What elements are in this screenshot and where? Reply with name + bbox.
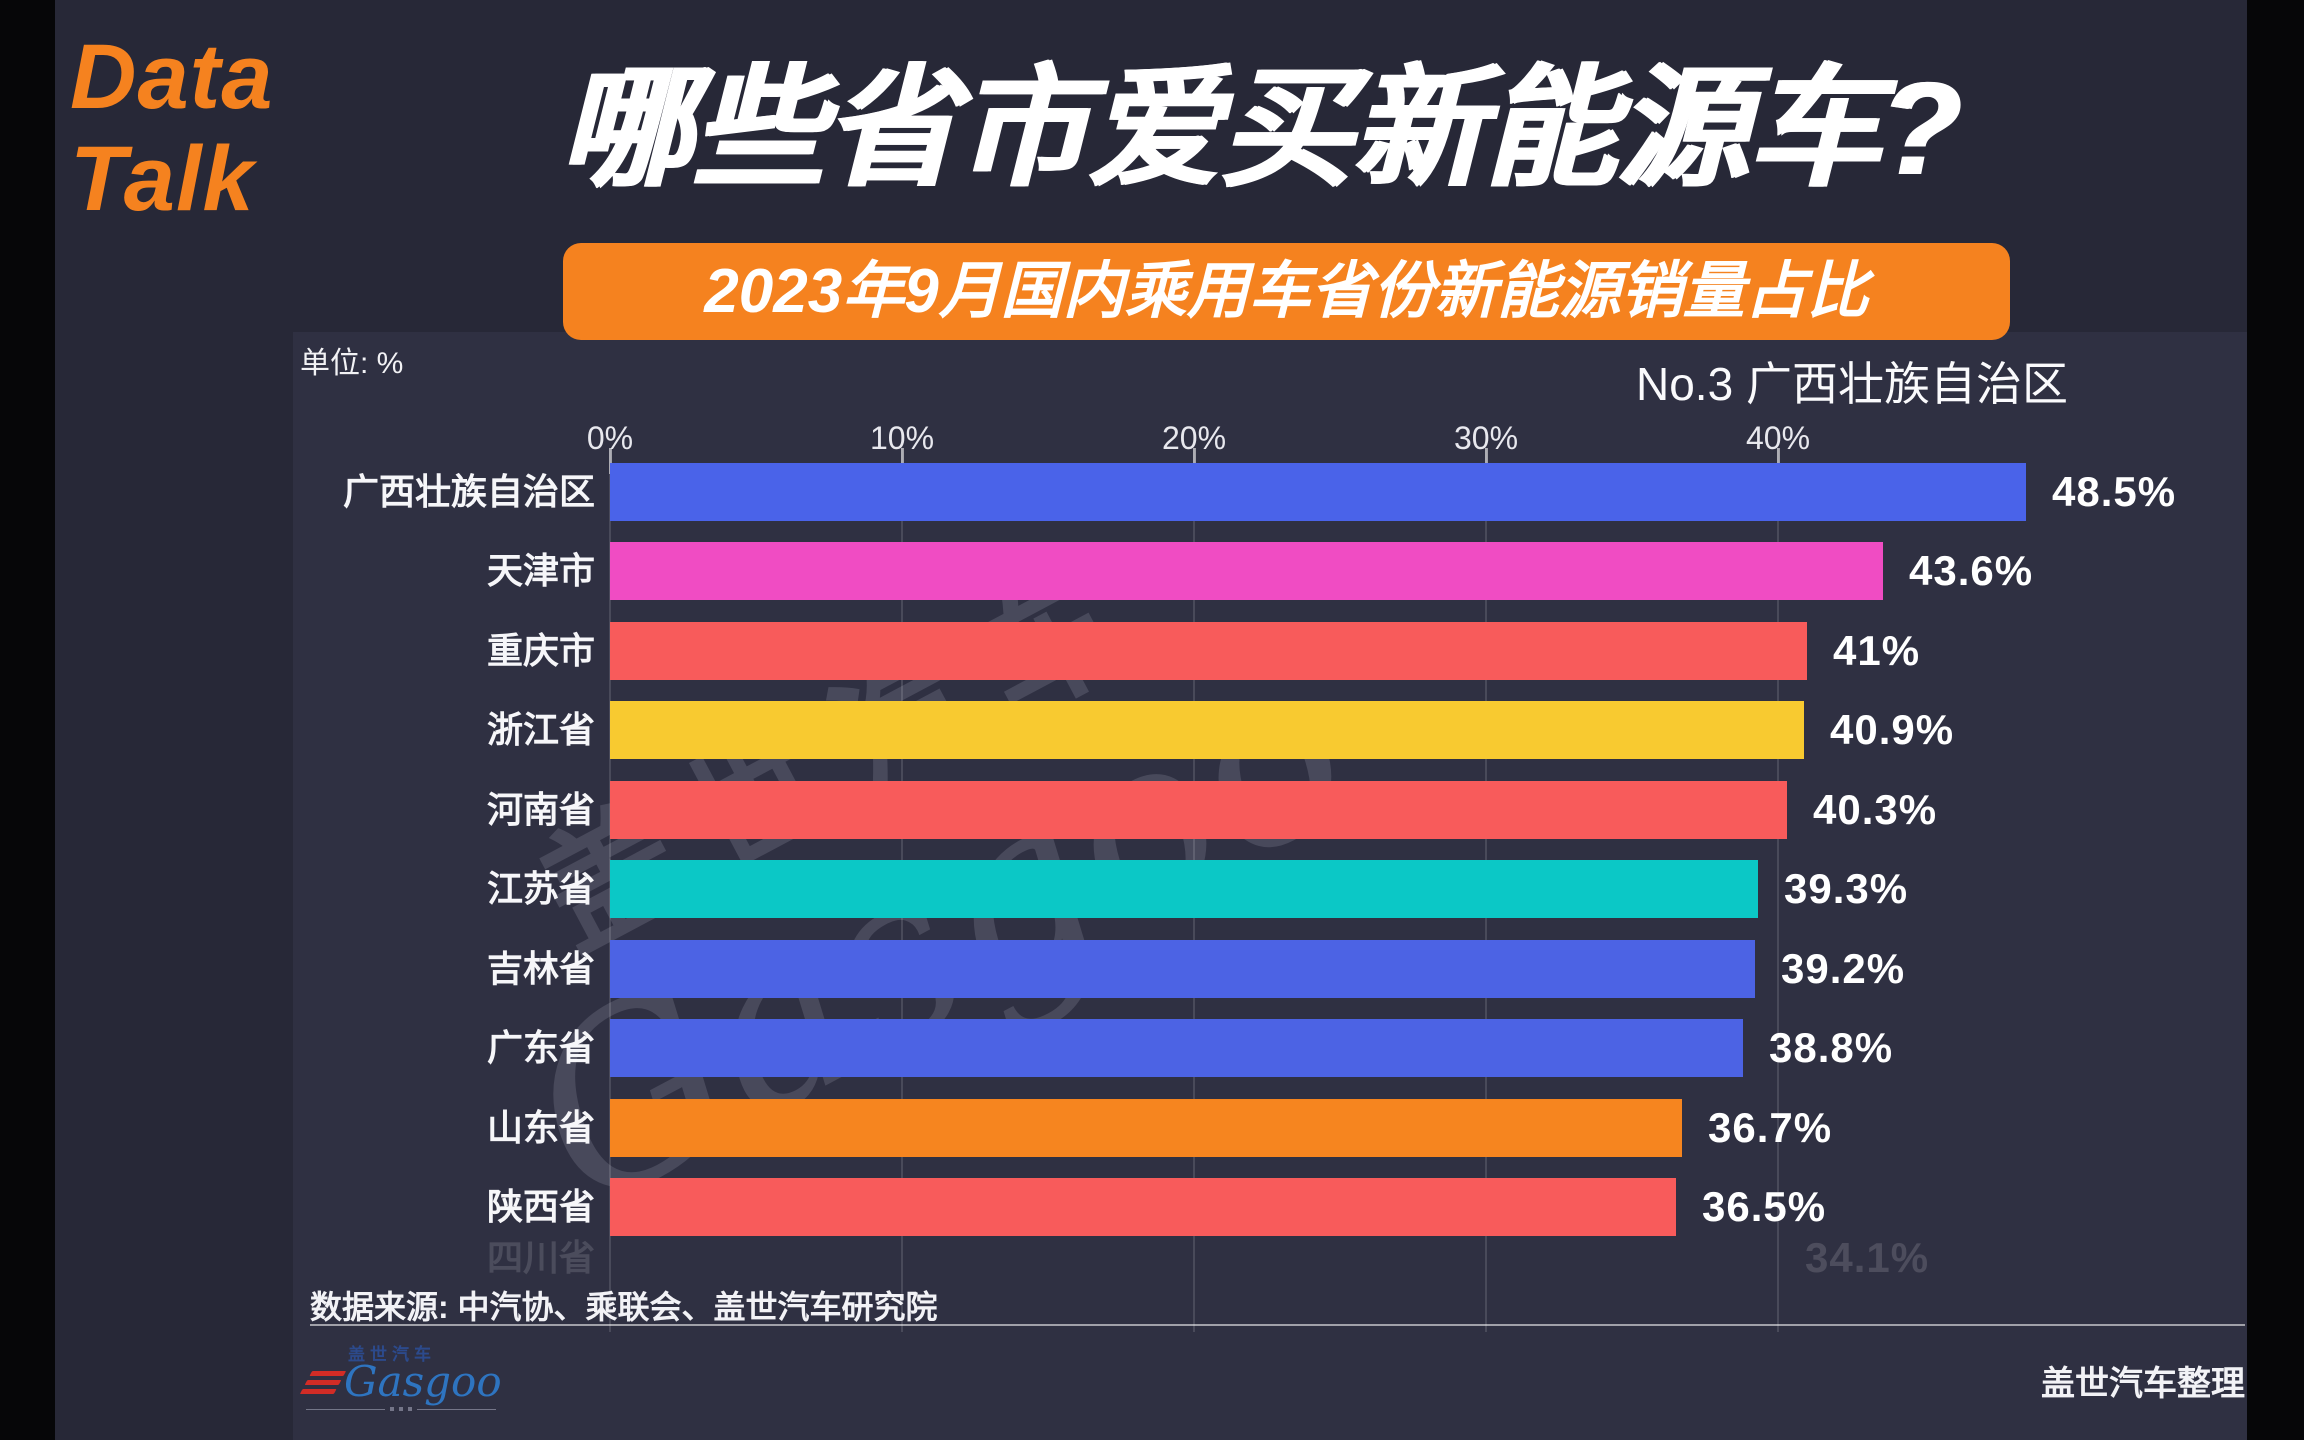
- x-tick-label: 20%: [1161, 420, 1227, 456]
- bar-value: 40.9%: [1830, 706, 1955, 754]
- rank-indicator: No.3 广西壮族自治区: [1636, 358, 2068, 410]
- gasgoo-logo-cn-text: 盖世汽车: [348, 1345, 436, 1364]
- bar-label: 天津市: [486, 550, 595, 592]
- bar-label: 广东省: [486, 1027, 595, 1069]
- x-tick-mark: [1485, 448, 1488, 474]
- datatalk-logo-line1: Data: [70, 26, 274, 128]
- gasgoo-logo: 盖世汽车 Gasgoo: [299, 1340, 502, 1411]
- gasgoo-stripes-icon: [299, 1370, 347, 1394]
- x-tick-mark: [1777, 448, 1780, 474]
- bar-value: 41%: [1833, 626, 1921, 674]
- bar: [610, 780, 1787, 839]
- bar-value: 40.3%: [1813, 785, 1938, 833]
- bar-label: 河南省: [486, 788, 595, 830]
- unit-label: 单位: %: [300, 347, 404, 380]
- bar: [610, 939, 1755, 998]
- x-tick-mark: [901, 448, 904, 474]
- bar-label: 浙江省: [486, 709, 595, 751]
- left-black-edge: [0, 0, 55, 1440]
- x-tick-mark: [609, 448, 612, 474]
- bar-value: 38.8%: [1769, 1024, 1894, 1072]
- page-title: 哪些省市爱买新能源车?: [559, 55, 1961, 202]
- bar-value: 39.3%: [1784, 865, 1909, 913]
- x-tick-label: 10%: [869, 420, 935, 456]
- x-tick-mark: [1193, 448, 1196, 474]
- credit-note: 盖世汽车整理: [2041, 1365, 2245, 1403]
- bar: [610, 1098, 1682, 1157]
- bar-label: 山东省: [486, 1106, 595, 1148]
- bar-value: 39.2%: [1781, 944, 1906, 992]
- bar: [610, 701, 1804, 760]
- bar-label: 陕西省: [486, 1186, 595, 1228]
- bar-label: 江苏省: [486, 868, 595, 910]
- bar-value: 36.5%: [1702, 1183, 1827, 1231]
- bar-value: 36.7%: [1708, 1103, 1833, 1151]
- ghost-bar-label: 四川省: [486, 1237, 595, 1278]
- source-note: 数据来源: 中汽协、乘联会、盖世汽车研究院: [310, 1289, 938, 1325]
- footer-divider: [310, 1324, 2245, 1326]
- right-black-edge: [2247, 0, 2304, 1440]
- bar-value: 48.5%: [2052, 468, 2177, 515]
- bar: [610, 463, 2026, 521]
- datatalk-logo: Data Talk: [70, 26, 273, 230]
- bar: [610, 1019, 1743, 1078]
- bar: [610, 621, 1807, 680]
- ghost-bar-value: 34.1%: [1805, 1234, 1930, 1281]
- x-tick-label: 0%: [586, 420, 634, 456]
- x-tick-label: 40%: [1745, 420, 1811, 456]
- bar: [610, 542, 1883, 601]
- gasgoo-logo-wordmark: Gasgoo: [344, 1357, 502, 1406]
- bar-label: 吉林省: [486, 947, 595, 989]
- bar-label: 重庆市: [486, 629, 595, 671]
- bar: [610, 1178, 1676, 1237]
- bar: [610, 860, 1758, 919]
- gasgoo-logo-tagline: [306, 1407, 496, 1411]
- subtitle-banner: 2023年9月国内乘用车省份新能源销量占比: [563, 243, 2010, 340]
- datatalk-logo-line2: Talk: [70, 128, 255, 230]
- gridline: [1777, 448, 1779, 1332]
- bar-label: 广西壮族自治区: [342, 471, 595, 512]
- bar-value: 43.6%: [1909, 547, 2034, 595]
- x-tick-label: 30%: [1453, 420, 1519, 456]
